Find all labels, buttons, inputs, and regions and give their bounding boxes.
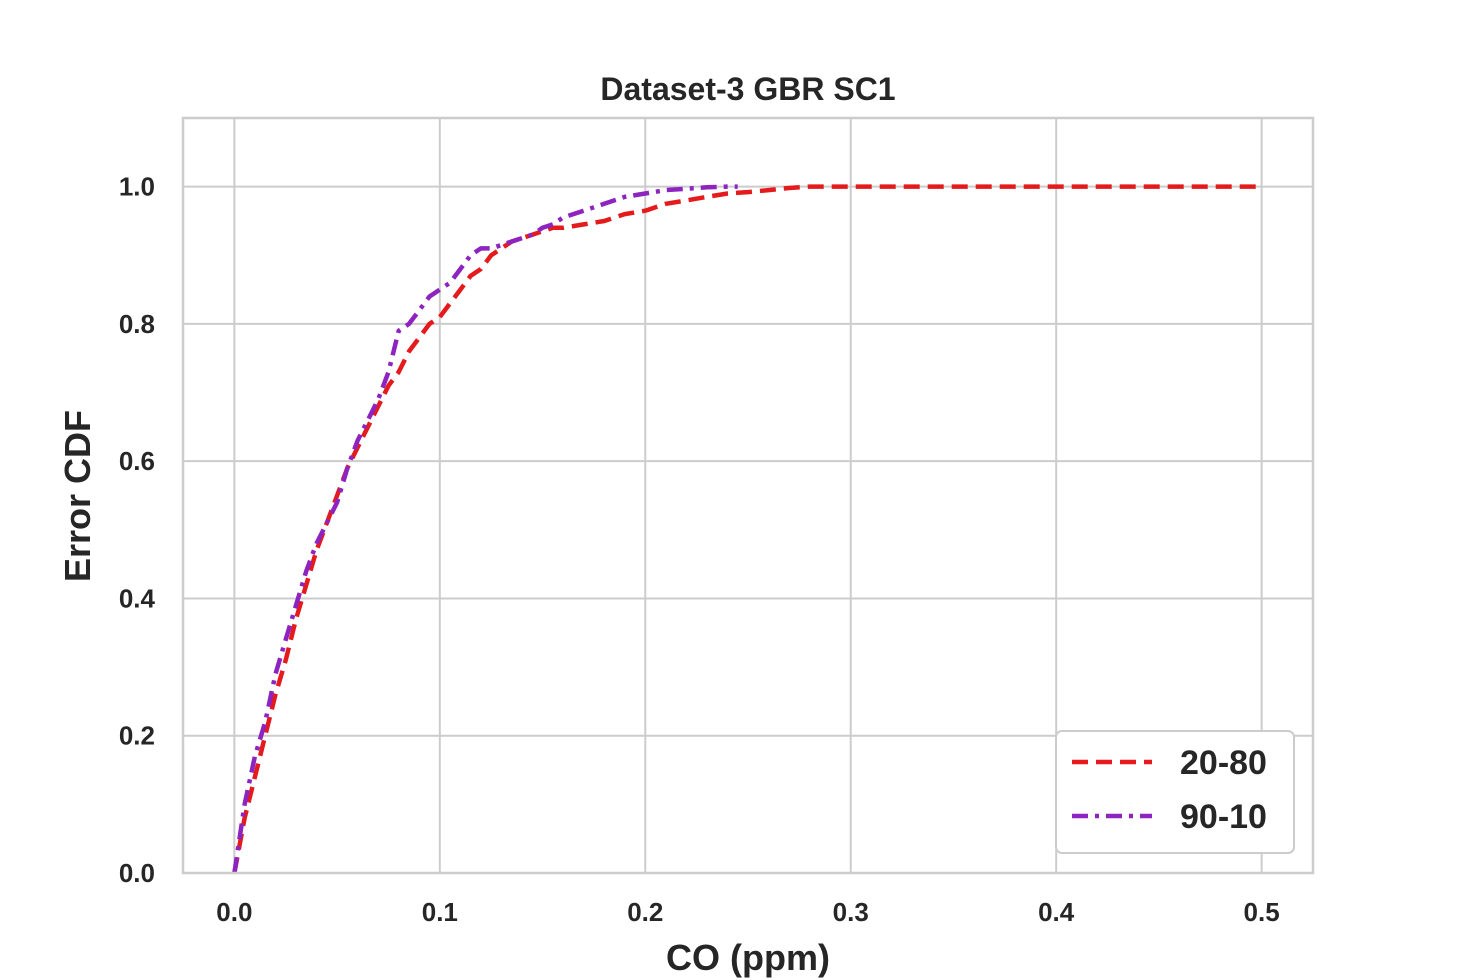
x-tick-label: 0.0 bbox=[216, 897, 252, 927]
y-tick-label: 0.4 bbox=[119, 583, 156, 613]
y-tick-label: 0.8 bbox=[119, 309, 155, 339]
legend: 20-80 90-10 bbox=[1055, 730, 1295, 854]
y-tick-label: 0.2 bbox=[119, 721, 155, 751]
x-tick-label: 0.5 bbox=[1244, 897, 1280, 927]
series-line-20-80 bbox=[232, 184, 1262, 874]
x-tick-label: 0.3 bbox=[833, 897, 869, 927]
chart-title: Dataset-3 GBR SC1 bbox=[600, 71, 895, 107]
x-tick-label: 0.4 bbox=[1038, 897, 1075, 927]
y-tick-label: 0.6 bbox=[119, 446, 155, 476]
plot-frame bbox=[181, 116, 1315, 875]
legend-label-90-10: 90-10 bbox=[1180, 798, 1267, 836]
series-lines bbox=[232, 184, 1262, 874]
x-axis-label: CO (ppm) bbox=[666, 937, 830, 978]
legend-label-20-80: 20-80 bbox=[1180, 744, 1267, 782]
x-tick-label: 0.1 bbox=[422, 897, 458, 927]
y-tick-label: 1.0 bbox=[119, 172, 155, 202]
series-line-90-10 bbox=[232, 184, 738, 874]
legend-box bbox=[1055, 730, 1295, 854]
x-tick-label: 0.2 bbox=[627, 897, 663, 927]
y-tick-label: 0.0 bbox=[119, 858, 155, 888]
y-axis-label: Error CDF bbox=[57, 410, 98, 582]
tick-labels: 0.0 0.1 0.2 0.3 0.4 0.5 0.0 0.2 0.4 0.6 0.8 1.0 bbox=[119, 172, 1280, 927]
